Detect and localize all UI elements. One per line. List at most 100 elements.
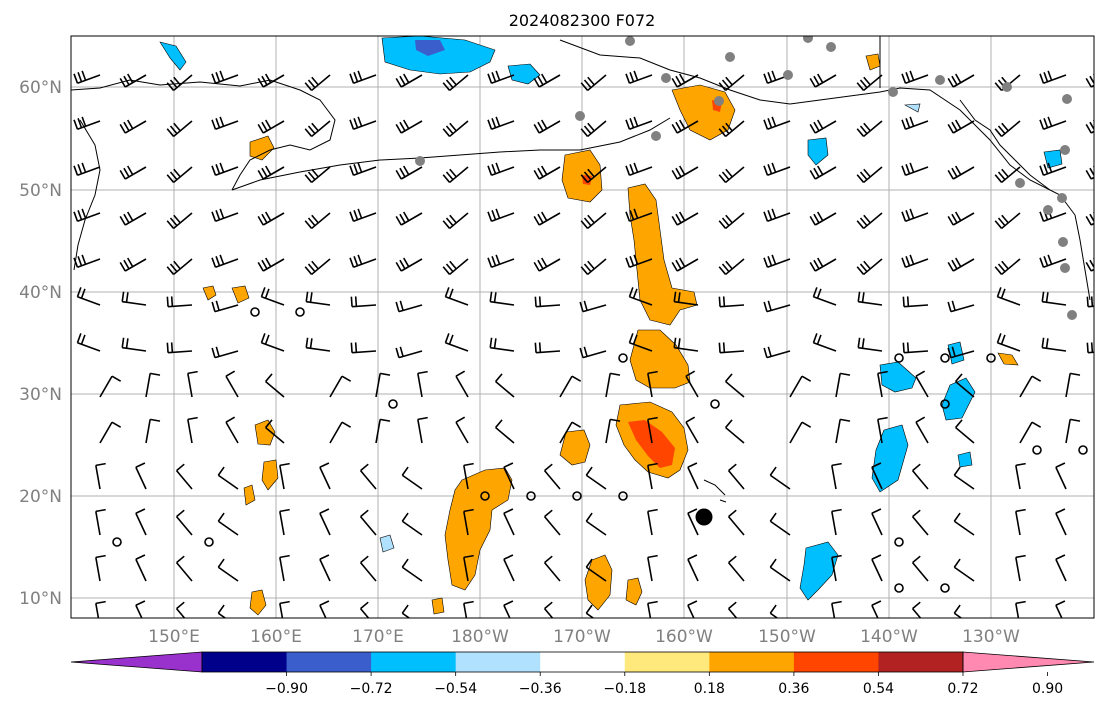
- wind-barb: [953, 604, 963, 618]
- wind-barb: [809, 257, 837, 272]
- wind-barb: [417, 370, 428, 398]
- wind-barb: [217, 604, 227, 618]
- wind-barb: [831, 508, 842, 536]
- wind-barb: [580, 120, 607, 138]
- wind-barb: [349, 70, 377, 84]
- neg-patch-bering-core: [415, 40, 445, 56]
- wind-barb: [260, 333, 285, 352]
- wind-barb: [211, 162, 239, 176]
- wind-barb: [1097, 602, 1105, 627]
- wind-barb: [1015, 554, 1026, 582]
- wind-barb: [994, 212, 1021, 230]
- wind-barb: [257, 257, 285, 272]
- wind-barb: [812, 287, 837, 306]
- wind-barb: [119, 119, 147, 134]
- lon-tick-label: 180°W: [451, 627, 509, 647]
- wind-barb: [95, 462, 106, 490]
- neg-patch-small-2: [903, 103, 921, 113]
- station-marker: [575, 111, 585, 121]
- wind-barb: [809, 165, 837, 180]
- coastline-alaska: [559, 39, 1076, 216]
- wind-barb: [463, 554, 474, 582]
- calm-marker: [710, 399, 720, 409]
- colorbar: −0.90 −0.72 −0.54 −0.36 −0.18 0.18 0.36 0.54 0.7…: [70, 651, 1095, 697]
- wind-barb: [955, 419, 975, 444]
- anomaly-patch-west-1: [202, 285, 217, 301]
- station-marker: [1002, 82, 1012, 92]
- wind-barb: [442, 120, 469, 138]
- wind-barb: [1015, 600, 1026, 618]
- wind-barb: [119, 257, 147, 272]
- anomaly-patch-west-3: [254, 419, 276, 446]
- wind-barb: [835, 372, 851, 398]
- colorbar-segment: [455, 652, 541, 672]
- wind-barb: [763, 254, 791, 268]
- wind-barb: [279, 554, 290, 582]
- anomaly-patch-west-6: [249, 589, 267, 616]
- anomaly-patch-west-7: [243, 484, 256, 506]
- colorbar-tick-label: 0.72: [947, 681, 978, 697]
- wind-barb: [319, 462, 331, 490]
- wind-barb: [1039, 254, 1067, 268]
- wind-barb: [953, 512, 975, 536]
- wind-barb: [953, 466, 975, 490]
- wind-barb: [671, 73, 699, 88]
- wind-barb: [73, 254, 101, 268]
- wind-barb: [166, 166, 193, 184]
- wind-barb: [809, 211, 837, 226]
- wind-barb: [444, 333, 469, 352]
- wind-barb: [718, 74, 745, 92]
- wind-barb: [211, 254, 239, 268]
- wind-barb: [487, 208, 515, 222]
- wind-barb: [442, 212, 469, 230]
- station-marker: [415, 156, 425, 166]
- coastline-panhandle: [959, 99, 1051, 191]
- wind-barb: [647, 370, 658, 398]
- wind-barb: [257, 211, 285, 226]
- calm-marker: [940, 583, 950, 593]
- wind-barb: [947, 211, 975, 226]
- wind-barb: [625, 162, 653, 176]
- station-marker: [1067, 310, 1077, 320]
- wind-barb: [166, 74, 193, 92]
- wind-barb: [856, 74, 883, 92]
- lat-tick-label: 30°N: [19, 385, 62, 405]
- wind-barb: [769, 604, 779, 618]
- wind-barb: [831, 462, 842, 490]
- anomaly-patch-west-4: [261, 459, 279, 491]
- wind-barb: [579, 300, 607, 313]
- wind-barb: [901, 162, 929, 176]
- wind-barb: [95, 600, 106, 618]
- wind-barb: [319, 554, 331, 582]
- wind-barb: [763, 346, 791, 359]
- wind-barb: [835, 418, 851, 444]
- negative-anomaly-regions: [159, 36, 1063, 601]
- wind-barb: [579, 346, 607, 359]
- wind-barb: [671, 211, 699, 226]
- wind-barb: [1055, 508, 1067, 536]
- wind-barb: [533, 257, 561, 272]
- wind-barb: [996, 333, 1021, 352]
- wind-barb: [809, 73, 837, 88]
- wind-barb: [1065, 418, 1081, 444]
- wind-barb: [812, 333, 837, 352]
- wind-barb: [559, 421, 582, 444]
- colorbar-outline: [201, 651, 964, 673]
- wind-barb: [401, 604, 411, 618]
- lon-tick-label: 160°E: [250, 627, 302, 647]
- calm-wind-markers: [112, 307, 1088, 593]
- anomaly-patch-dateline: [444, 467, 513, 591]
- wind-barb: [625, 254, 653, 268]
- wind-barb: [375, 418, 391, 444]
- map-content: [71, 36, 1105, 627]
- wind-barb: [1097, 510, 1105, 535]
- wind-barb: [994, 166, 1021, 184]
- wind-barb: [625, 208, 653, 222]
- wind-barb: [1039, 116, 1067, 130]
- wind-barb: [1041, 291, 1067, 306]
- wind-barb: [718, 166, 745, 184]
- wind-barb: [543, 509, 561, 536]
- colorbar-tick-label: 0.18: [694, 681, 725, 697]
- neg-patch-gulf: [807, 137, 829, 166]
